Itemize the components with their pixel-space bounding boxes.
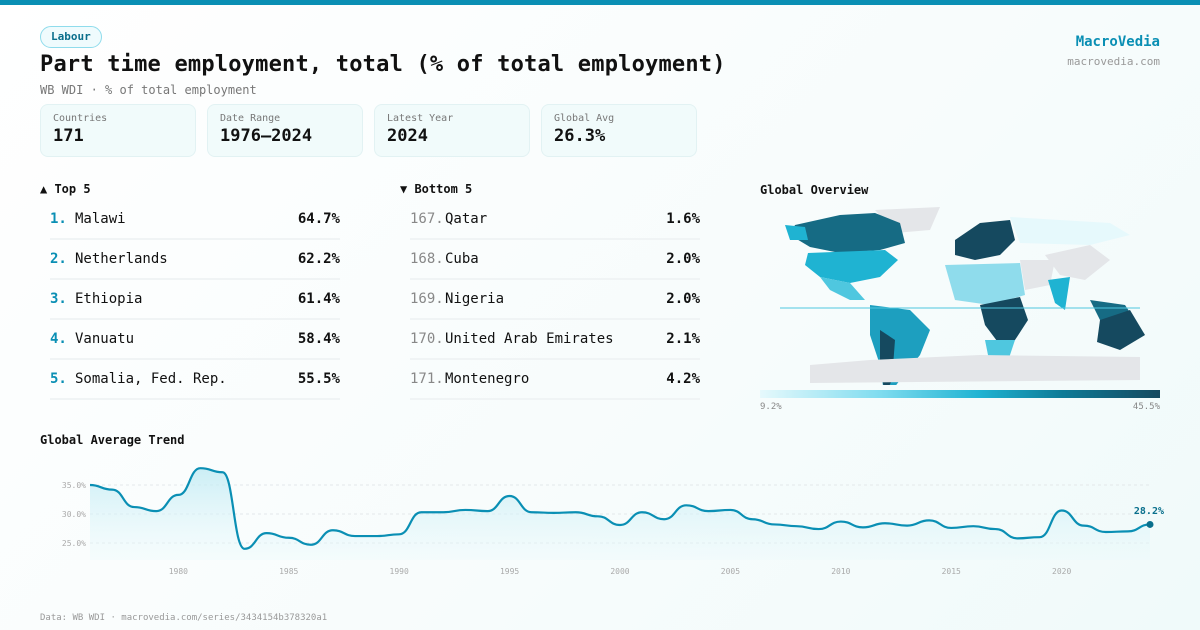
bottom-list-item[interactable]: 169. Nigeria 2.0% [410,280,700,320]
x-tick-label: 2020 [1052,567,1071,576]
country-value: 1.6% [666,211,700,227]
top-accent-bar [0,0,1200,5]
rank: 4. [50,331,67,347]
country-name: Cuba [445,251,479,267]
country-name: Vanuatu [75,331,135,347]
country-name: Netherlands [75,251,168,267]
stat-value: 171 [53,126,84,146]
country-value: 55.5% [297,371,340,387]
map-regions [785,207,1145,385]
top-list-item[interactable]: 4. Vanuatu 58.4% [50,320,340,360]
australia [1097,310,1145,350]
rank: 169. [410,291,444,307]
country-name: Qatar [445,211,488,227]
stat-card-global-avg: Global Avg 26.3% [541,104,697,157]
country-value: 2.1% [666,331,700,347]
central-africa [980,297,1028,345]
antarctica [810,355,1140,383]
bottom-list-item[interactable]: 170. United Arab Emirates 2.1% [410,320,700,360]
usa [805,250,898,283]
country-name: Ethiopia [75,291,143,307]
north-africa [945,263,1025,305]
stat-label: Date Range [220,113,281,124]
canada [790,213,905,253]
x-tick-label: 1985 [279,567,298,576]
top5-heading: ▲ Top 5 [40,182,91,196]
country-name: United Arab Emirates [445,331,614,347]
stat-label: Latest Year [387,113,454,124]
country-name: Malawi [75,211,126,227]
top-list-item[interactable]: 5. Somalia, Fed. Rep. 55.5% [50,360,340,400]
alaska [785,225,808,240]
y-tick-label: 35.0% [62,481,86,490]
world-map[interactable] [780,205,1160,385]
country-name: Somalia, Fed. Rep. [75,371,227,387]
rank: 2. [50,251,67,267]
country-value: 2.0% [666,291,700,307]
y-tick-label: 30.0% [62,510,86,519]
stat-value: 26.3% [554,126,606,146]
footer-source: Data: WB WDI · macrovedia.com/series/343… [40,613,328,623]
country-name: Nigeria [445,291,505,307]
x-tick-label: 2005 [721,567,740,576]
map-color-legend [760,390,1160,398]
bottom-list-item[interactable]: 167. Qatar 1.6% [410,200,700,240]
country-value: 2.0% [666,251,700,267]
page-subtitle: WB WDI · % of total employment [40,83,257,97]
x-tick-label: 1980 [169,567,188,576]
stat-card-latest-year: Latest Year 2024 [374,104,530,157]
country-name: Montenegro [445,371,530,387]
russia [1010,217,1130,245]
map-heading: Global Overview [760,183,869,197]
x-tick-label: 2010 [831,567,850,576]
rank: 171. [410,371,444,387]
country-value: 64.7% [297,211,340,227]
x-tick-label: 1990 [390,567,409,576]
rank: 167. [410,211,444,227]
page-title: Part time employment, total (% of total … [40,52,726,77]
last-point-marker[interactable] [1146,520,1154,528]
china [1045,245,1110,280]
category-badge[interactable]: Labour [40,26,102,48]
middle-east [1020,260,1055,290]
bottom-list-item[interactable]: 171. Montenegro 4.2% [410,360,700,400]
brand-url[interactable]: macrovedia.com [1067,55,1160,68]
y-tick-label: 25.0% [62,539,86,548]
stat-value: 2024 [387,126,428,146]
mexico [820,277,865,300]
top-list-item[interactable]: 2. Netherlands 62.2% [50,240,340,280]
rank: 168. [410,251,444,267]
legend-min: 9.2% [760,402,782,412]
trend-heading: Global Average Trend [40,433,185,447]
top-list-item[interactable]: 3. Ethiopia 61.4% [50,280,340,320]
stat-label: Countries [53,113,108,124]
trend-chart[interactable]: 25.0% 30.0% 35.0% 1980 1985 1990 1995 2000 2005 2… [0,450,1200,580]
europe [955,220,1015,260]
brand-logo[interactable]: MacroVedia [1075,34,1160,50]
x-tick-label: 1995 [500,567,519,576]
rank: 3. [50,291,67,307]
top-list-item[interactable]: 1. Malawi 64.7% [50,200,340,240]
bottom5-heading: ▼ Bottom 5 [400,182,473,196]
trend-line [89,467,1151,550]
stat-label: Global Avg [554,113,615,124]
rank: 170. [410,331,444,347]
rank: 5. [50,371,67,387]
stat-card-countries: Countries 171 [40,104,196,157]
stat-card-date-range: Date Range 1976–2024 [207,104,363,157]
rank: 1. [50,211,67,227]
x-tick-label: 2015 [942,567,961,576]
country-value: 58.4% [297,331,340,347]
india [1048,277,1070,310]
last-value-label: 28.2% [1134,506,1164,517]
country-value: 62.2% [297,251,340,267]
country-value: 4.2% [666,371,700,387]
legend-max: 45.5% [1132,402,1160,412]
stat-value: 1976–2024 [220,126,313,146]
country-value: 61.4% [297,291,340,307]
bottom-list-item[interactable]: 168. Cuba 2.0% [410,240,700,280]
x-tick-label: 2000 [610,567,629,576]
